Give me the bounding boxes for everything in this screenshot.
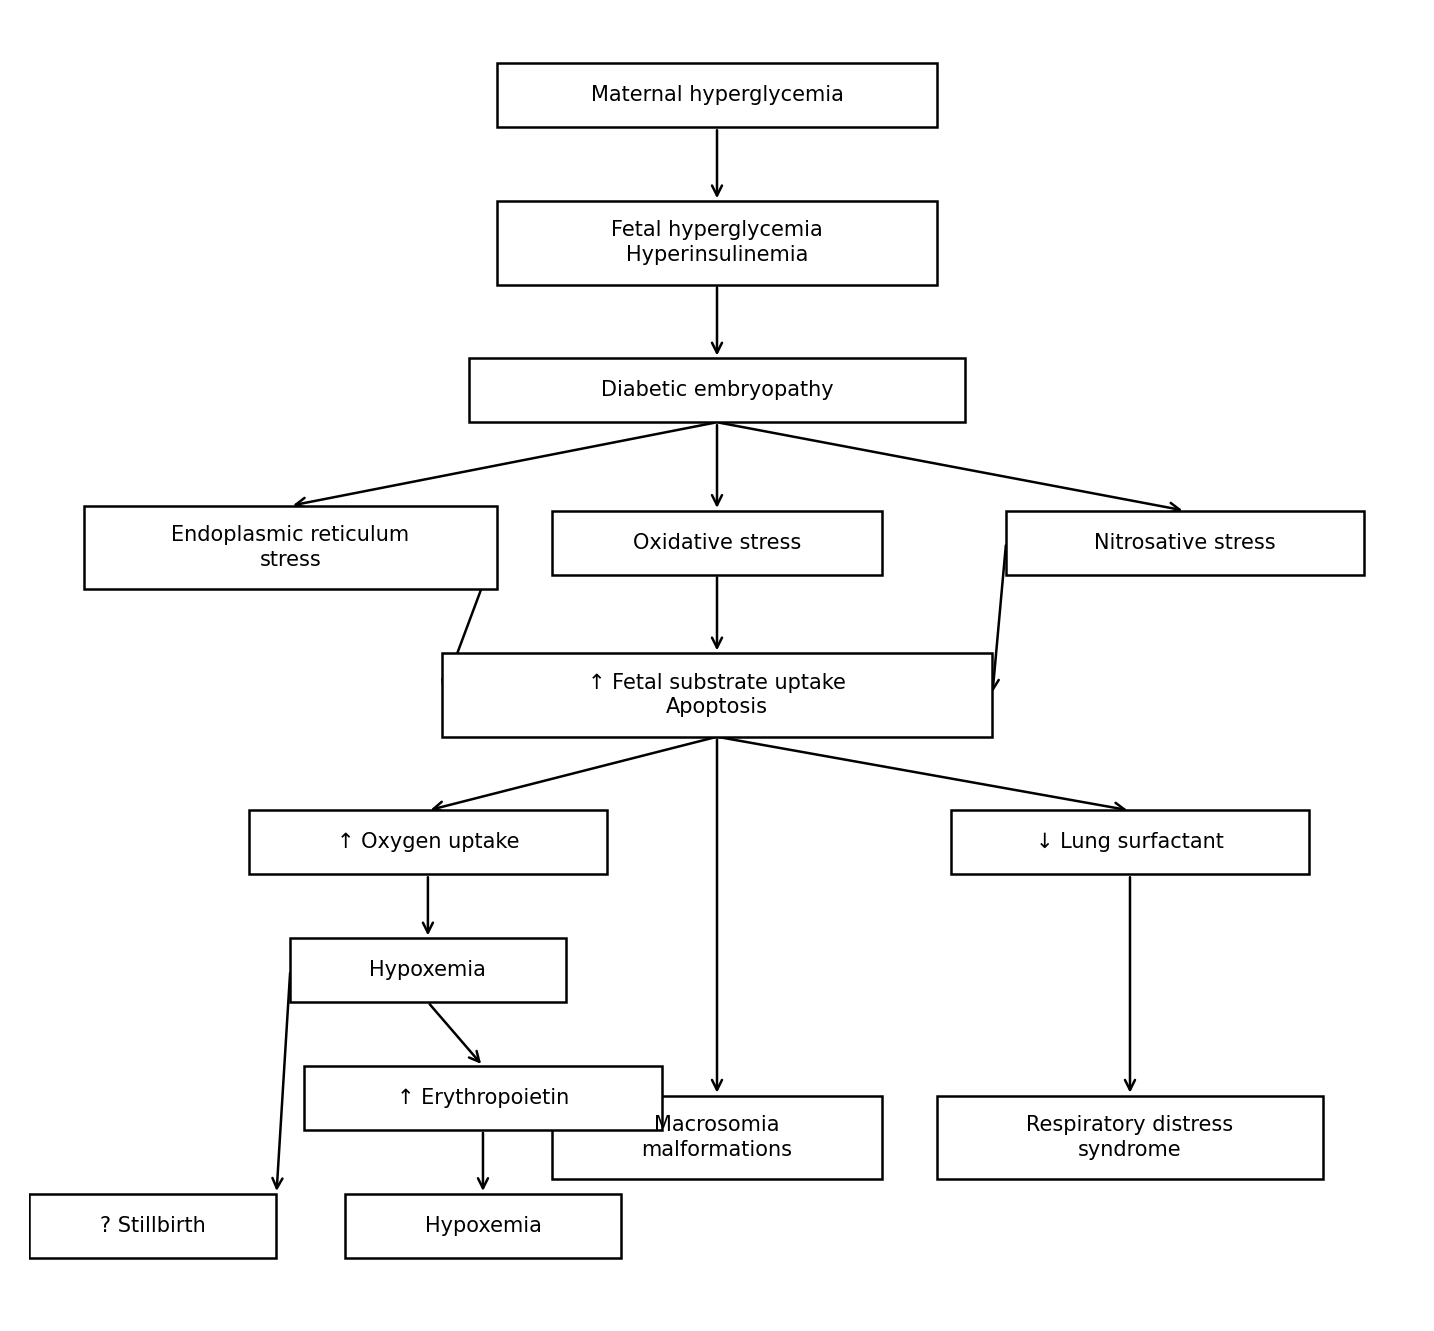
FancyBboxPatch shape xyxy=(290,938,565,1002)
FancyBboxPatch shape xyxy=(250,811,607,874)
FancyBboxPatch shape xyxy=(552,1095,882,1179)
Text: Diabetic embryopathy: Diabetic embryopathy xyxy=(601,381,833,401)
Text: Macrosomia
malformations: Macrosomia malformations xyxy=(641,1115,793,1159)
Text: ? Stillbirth: ? Stillbirth xyxy=(100,1215,205,1235)
Text: Maternal hyperglycemia: Maternal hyperglycemia xyxy=(591,85,843,105)
Text: Hypoxemia: Hypoxemia xyxy=(424,1215,542,1235)
FancyBboxPatch shape xyxy=(83,506,496,590)
Text: Oxidative stress: Oxidative stress xyxy=(632,532,802,552)
FancyBboxPatch shape xyxy=(951,811,1309,874)
FancyBboxPatch shape xyxy=(938,1095,1322,1179)
FancyBboxPatch shape xyxy=(496,201,938,285)
FancyBboxPatch shape xyxy=(442,654,992,737)
Text: ↑ Erythropoietin: ↑ Erythropoietin xyxy=(397,1087,569,1107)
Text: ↑ Oxygen uptake: ↑ Oxygen uptake xyxy=(337,832,519,852)
Text: Hypoxemia: Hypoxemia xyxy=(370,960,486,980)
FancyBboxPatch shape xyxy=(496,64,938,128)
Text: Respiratory distress
syndrome: Respiratory distress syndrome xyxy=(1027,1115,1233,1159)
Text: Endoplasmic reticulum
stress: Endoplasmic reticulum stress xyxy=(171,526,409,570)
FancyBboxPatch shape xyxy=(469,358,965,422)
FancyBboxPatch shape xyxy=(346,1194,621,1258)
Text: ↓ Lung surfactant: ↓ Lung surfactant xyxy=(1035,832,1225,852)
FancyBboxPatch shape xyxy=(29,1194,277,1258)
Text: Fetal hyperglycemia
Hyperinsulinemia: Fetal hyperglycemia Hyperinsulinemia xyxy=(611,221,823,265)
FancyBboxPatch shape xyxy=(1007,511,1364,575)
FancyBboxPatch shape xyxy=(304,1066,663,1130)
FancyBboxPatch shape xyxy=(552,511,882,575)
Text: ↑ Fetal substrate uptake
Apoptosis: ↑ Fetal substrate uptake Apoptosis xyxy=(588,672,846,717)
Text: Nitrosative stress: Nitrosative stress xyxy=(1094,532,1276,552)
